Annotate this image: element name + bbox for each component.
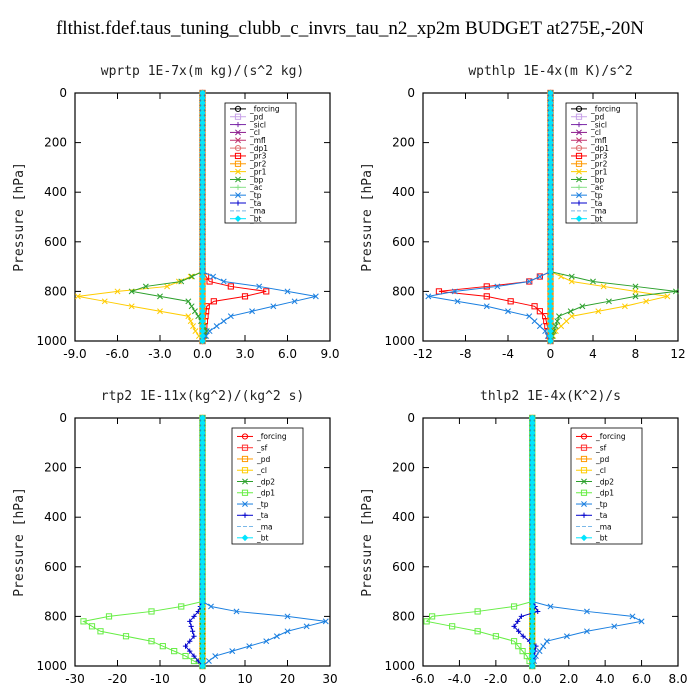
legend-label: _pr2	[249, 160, 267, 169]
legend-label: _bp	[249, 175, 264, 184]
legend: _forcing_pd_sicl_cl_mfl_dp1_pr3_pr2_pr1_…	[224, 102, 297, 223]
legend-label: _mfl	[249, 136, 266, 145]
legend-label: _pr1	[249, 167, 267, 176]
legend-item: _pr3	[230, 152, 267, 161]
legend-item: _tp	[230, 191, 262, 200]
y-tick-label: 600	[44, 235, 67, 249]
y-tick-label: 800	[44, 284, 67, 298]
legend-label: _forcing	[249, 105, 280, 114]
x-tick-label: -9.0	[63, 347, 86, 361]
legend-label: _pd	[249, 113, 264, 122]
x-tick-label: 9.0	[320, 347, 339, 361]
legend-label: _bt	[249, 214, 262, 223]
x-tick-label: -6.0	[106, 347, 129, 361]
series-bt-line	[199, 89, 206, 345]
x-tick-label: 6.0	[278, 347, 297, 361]
legend-item: _pr2	[230, 160, 267, 169]
series-pr1-line	[74, 90, 206, 344]
legend-label: _dp1	[249, 144, 268, 153]
panel-title: wprtp 1E-7x(m kg)/(s^2 kg)	[101, 64, 305, 79]
legend-label: _ac	[249, 183, 262, 192]
y-tick-label: 0	[59, 86, 67, 100]
y-tick-label: 400	[44, 185, 67, 199]
legend-item: _ta	[230, 199, 261, 208]
legend-item: _forcing	[230, 105, 280, 114]
y-tick-label: 1000	[36, 334, 67, 348]
legend-item: _bp	[230, 175, 264, 184]
legend-label: _cl	[249, 128, 260, 137]
legend-label: _pr3	[249, 152, 267, 161]
x-tick-label: 3.0	[235, 347, 254, 361]
legend-label: _ma	[249, 207, 266, 216]
y-axis-label: Pressure [hPa]	[12, 162, 27, 272]
figure-title: flthist.fdef.taus_tuning_clubb_c_invrs_t…	[55, 18, 645, 39]
y-tick-label: 200	[44, 136, 67, 150]
legend-item: _ac	[230, 183, 262, 192]
legend-label: _sicl	[249, 120, 266, 129]
legend-item: _sicl	[230, 120, 266, 129]
x-tick-label: 0.0	[193, 347, 212, 361]
legend-item: _dp1	[230, 144, 268, 153]
legend-item: _pd	[230, 113, 264, 122]
x-tick-label: -3.0	[148, 347, 171, 361]
series-bp-line	[128, 90, 210, 344]
legend-item: _ma	[230, 207, 266, 216]
legend-item: _mfl	[230, 136, 266, 145]
legend-item: _pr1	[230, 167, 267, 176]
legend-label: _tp	[249, 191, 262, 200]
legend-item: _bt	[230, 214, 262, 223]
legend-label: _ta	[249, 199, 261, 208]
legend-item: _cl	[230, 128, 260, 137]
